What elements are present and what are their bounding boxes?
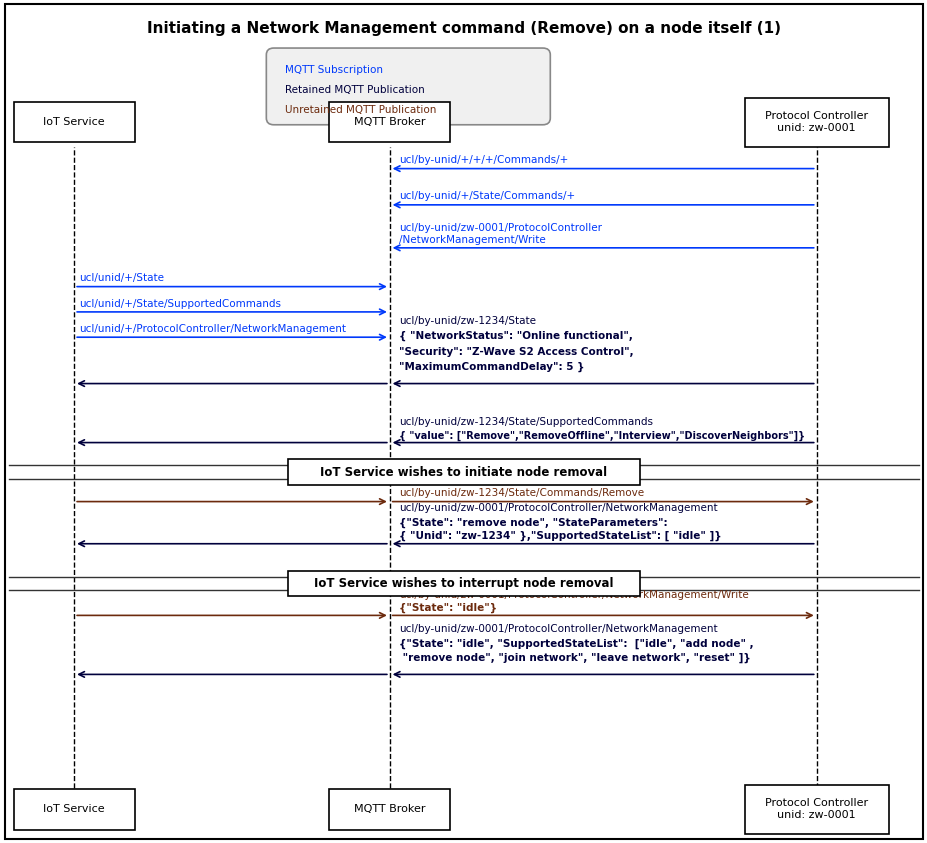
Text: {"State": "remove node", "StateParameters":: {"State": "remove node", "StateParameter…	[399, 518, 667, 528]
Text: { "Unid": "zw-1234" },"SupportedStateList": [ "idle" ]}: { "Unid": "zw-1234" },"SupportedStateLis…	[399, 531, 721, 541]
FancyBboxPatch shape	[14, 789, 134, 830]
FancyBboxPatch shape	[329, 789, 450, 830]
Text: ucl/by-unid/zw-0001/ProtocolController/NetworkManagement/Write: ucl/by-unid/zw-0001/ProtocolController/N…	[399, 590, 748, 600]
Text: ucl/by-unid/zw-1234/State: ucl/by-unid/zw-1234/State	[399, 316, 536, 326]
Text: IoT Service wishes to interrupt node removal: IoT Service wishes to interrupt node rem…	[314, 577, 613, 590]
Text: Initiating a Network Management command (Remove) on a node itself (1): Initiating a Network Management command …	[146, 21, 781, 36]
FancyBboxPatch shape	[329, 102, 450, 142]
Text: ucl/by-unid/+/State/Commands/+: ucl/by-unid/+/State/Commands/+	[399, 191, 575, 201]
Text: {"State": "idle"}: {"State": "idle"}	[399, 603, 497, 613]
Text: ucl/unid/+/State/SupportedCommands: ucl/unid/+/State/SupportedCommands	[79, 298, 281, 309]
Text: ucl/unid/+/ProtocolController/NetworkManagement: ucl/unid/+/ProtocolController/NetworkMan…	[79, 324, 346, 334]
Text: ucl/by-unid/zw-0001/ProtocolController: ucl/by-unid/zw-0001/ProtocolController	[399, 223, 602, 233]
Text: Protocol Controller
unid: zw-0001: Protocol Controller unid: zw-0001	[764, 111, 868, 133]
Text: IoT Service: IoT Service	[44, 117, 105, 127]
Text: MQTT Broker: MQTT Broker	[353, 117, 425, 127]
Text: "remove node", "join network", "leave network", "reset" ]}: "remove node", "join network", "leave ne…	[399, 653, 750, 663]
FancyBboxPatch shape	[14, 102, 134, 142]
FancyBboxPatch shape	[266, 48, 550, 125]
Text: ucl/by-unid/zw-0001/ProtocolController/NetworkManagement: ucl/by-unid/zw-0001/ProtocolController/N…	[399, 624, 717, 634]
Text: MQTT Broker: MQTT Broker	[353, 804, 425, 814]
Text: ucl/by-unid/+/+/+/Commands/+: ucl/by-unid/+/+/+/Commands/+	[399, 155, 567, 165]
FancyBboxPatch shape	[287, 571, 640, 596]
Text: ucl/unid/+/State: ucl/unid/+/State	[79, 273, 164, 283]
Text: ucl/by-unid/zw-0001/ProtocolController/NetworkManagement: ucl/by-unid/zw-0001/ProtocolController/N…	[399, 503, 717, 513]
Text: IoT Service wishes to initiate node removal: IoT Service wishes to initiate node remo…	[320, 465, 607, 479]
Text: Unretained MQTT Publication: Unretained MQTT Publication	[285, 105, 436, 115]
Text: {"State": "idle", "SupportedStateList":  ["idle", "add node" ,: {"State": "idle", "SupportedStateList": …	[399, 639, 753, 649]
Text: "Security": "Z-Wave S2 Access Control",: "Security": "Z-Wave S2 Access Control",	[399, 346, 633, 357]
FancyBboxPatch shape	[743, 785, 888, 834]
FancyBboxPatch shape	[743, 98, 888, 147]
Text: "MaximumCommandDelay": 5 }: "MaximumCommandDelay": 5 }	[399, 362, 584, 372]
Text: Retained MQTT Publication: Retained MQTT Publication	[285, 85, 425, 95]
Text: ucl/by-unid/zw-1234/State/Commands/Remove: ucl/by-unid/zw-1234/State/Commands/Remov…	[399, 488, 643, 498]
Text: /NetworkManagement/Write: /NetworkManagement/Write	[399, 235, 545, 245]
Text: ucl/by-unid/zw-1234/State/SupportedCommands: ucl/by-unid/zw-1234/State/SupportedComma…	[399, 417, 653, 427]
Text: { "NetworkStatus": "Online functional",: { "NetworkStatus": "Online functional",	[399, 331, 632, 341]
Text: IoT Service: IoT Service	[44, 804, 105, 814]
FancyBboxPatch shape	[287, 459, 640, 485]
Text: { "value": ["Remove","RemoveOffline","Interview","DiscoverNeighbors"]}: { "value": ["Remove","RemoveOffline","In…	[399, 431, 805, 441]
Text: Protocol Controller
unid: zw-0001: Protocol Controller unid: zw-0001	[764, 798, 868, 820]
Text: MQTT Subscription: MQTT Subscription	[285, 65, 383, 75]
